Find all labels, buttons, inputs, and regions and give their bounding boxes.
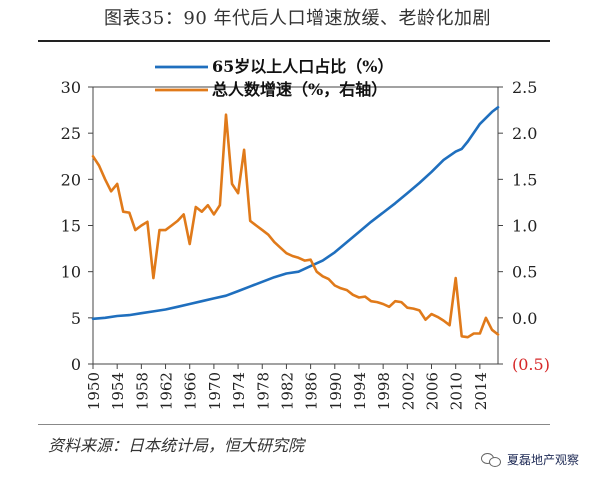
x-tick-label: 1958: [133, 372, 151, 410]
x-tick-label: 1974: [230, 372, 248, 410]
right-tick-label: 2.0: [512, 124, 537, 143]
footer-rule: [38, 424, 550, 425]
x-tick-label: 1998: [375, 372, 393, 410]
right-tick-label: 0.0: [512, 309, 537, 328]
source-note: 资料来源：日本统计局，恒大研究院: [48, 436, 305, 455]
right-tick-label: 1.0: [512, 217, 537, 236]
left-tick-label: 20: [61, 170, 81, 189]
x-tick-label: 2010: [448, 372, 466, 410]
left-tick-label: 30: [61, 78, 81, 97]
population-growth-line: [91, 113, 500, 339]
x-tick-label: 1954: [109, 372, 127, 410]
x-tick-label: 1986: [303, 372, 321, 410]
left-tick-label: 25: [61, 124, 81, 143]
x-tick-label: 2006: [424, 372, 442, 410]
right-tick-label: (0.5): [512, 355, 550, 374]
wechat-icon: [480, 452, 503, 468]
x-tick-label: 2002: [399, 372, 417, 410]
x-tick-label: 1994: [351, 372, 369, 410]
x-tick-label: 1978: [254, 372, 272, 410]
x-tick-label: 1950: [85, 372, 103, 410]
chart-title: 图表35：90 年代后人口增速放缓、老龄化加剧: [103, 8, 492, 29]
left-tick-label: 10: [61, 263, 81, 282]
x-tick-label: 1982: [278, 372, 296, 410]
aging-share-line: [91, 106, 500, 321]
watermark: 夏磊地产观察: [480, 451, 579, 468]
plot-frame: [92, 86, 499, 365]
watermark-label: 夏磊地产观察: [506, 453, 579, 467]
x-tick-label: 1970: [206, 372, 224, 410]
legend-label: 65岁以上人口占比（%）: [212, 57, 393, 76]
legend-label: 总人数增速（%，右轴）: [212, 80, 387, 99]
left-tick-label: 0: [71, 355, 81, 374]
x-tick-label: 1962: [158, 372, 176, 410]
right-tick-label: 2.5: [512, 78, 537, 97]
x-tick-label: 2014: [472, 372, 490, 410]
right-tick-label: 0.5: [512, 263, 537, 282]
left-tick-label: 15: [61, 217, 81, 236]
right-tick-label: 1.5: [512, 170, 537, 189]
title-rule: [38, 40, 550, 42]
x-tick-label: 1990: [327, 372, 345, 410]
x-tick-label: 1966: [182, 372, 200, 410]
left-tick-label: 5: [71, 309, 81, 328]
